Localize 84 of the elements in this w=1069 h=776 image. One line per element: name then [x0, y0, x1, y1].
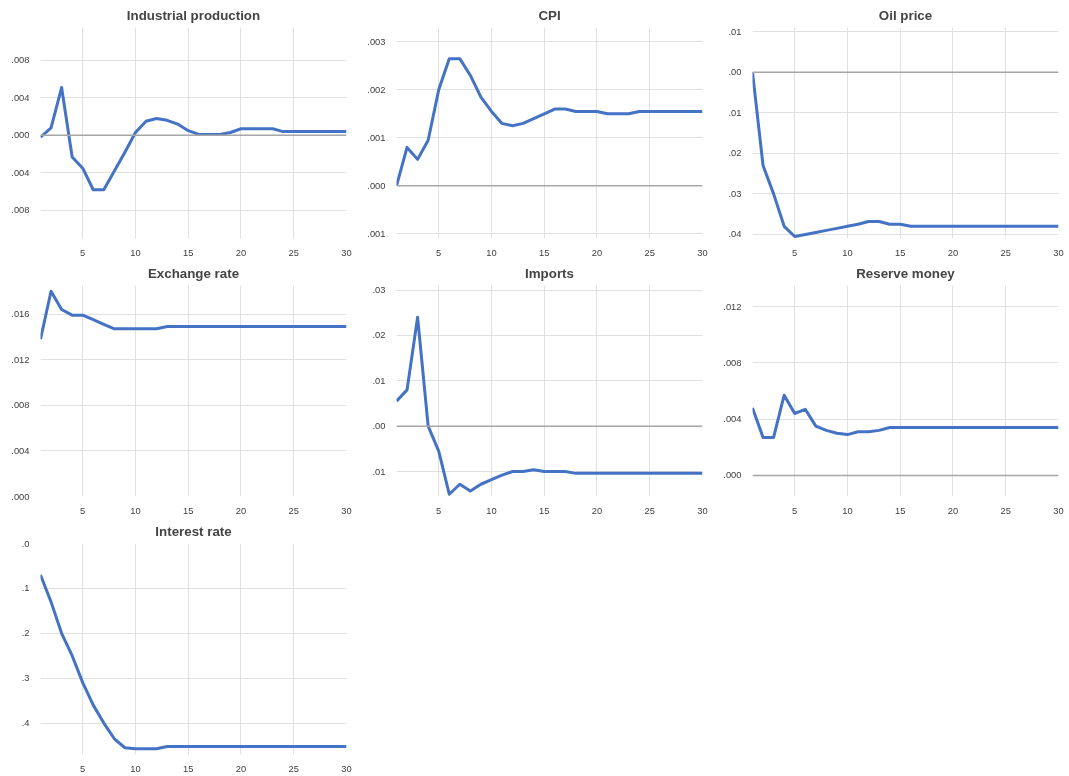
y-tick-label: .3 [21, 673, 30, 684]
x-tick-label: 5 [792, 505, 798, 516]
x-tick-label: 30 [1053, 247, 1064, 258]
x-tick-label: 15 [183, 247, 194, 258]
x-tick-label: 5 [80, 763, 86, 774]
x-tick-label: 10 [842, 247, 853, 258]
x-tick-label: 5 [436, 505, 442, 516]
x-tick-label: 25 [1000, 505, 1011, 516]
y-tick-label: .02 [372, 330, 386, 341]
y-tick-label: .003 [367, 36, 386, 47]
y-tick-label: .02 [728, 148, 742, 159]
x-tick-label: 25 [288, 763, 299, 774]
x-tick-label: 15 [895, 505, 906, 516]
y-tick-label: .04 [728, 229, 742, 240]
y-tick-label: .004 [11, 167, 30, 178]
x-tick-label: 10 [130, 247, 141, 258]
x-tick-label: 25 [644, 247, 655, 258]
x-tick-label: 30 [1053, 505, 1064, 516]
x-tick-label: 20 [235, 505, 247, 516]
y-tick-label: .01 [728, 107, 742, 118]
y-tick-label: .000 [11, 491, 30, 502]
x-tick-label: 20 [947, 505, 959, 516]
y-tick-label: .004 [723, 414, 742, 425]
y-tick-label: .004 [11, 445, 30, 456]
y-tick-label: .01 [372, 466, 386, 477]
y-tick-label: .01 [372, 375, 386, 386]
y-tick-label: .00 [728, 67, 742, 78]
y-tick-label: .001 [367, 132, 386, 143]
x-tick-label: 15 [539, 505, 550, 516]
x-tick-label: 15 [183, 505, 194, 516]
x-tick-label: 25 [644, 505, 655, 516]
y-tick-label: .00 [372, 421, 386, 432]
x-tick-label: 30 [341, 763, 352, 774]
x-tick-label: 10 [486, 247, 497, 258]
x-tick-label: 30 [341, 247, 352, 258]
chart-title: Industrial production [126, 7, 261, 23]
y-tick-label: .001 [367, 228, 386, 239]
x-tick-label: 5 [80, 505, 86, 516]
y-tick-label: .012 [11, 354, 30, 365]
y-tick-label: .01 [728, 26, 742, 37]
x-tick-label: 10 [130, 505, 141, 516]
y-tick-label: .004 [11, 92, 30, 103]
y-tick-label: .0 [21, 538, 30, 549]
y-tick-label: .012 [723, 301, 742, 312]
x-tick-label: 30 [697, 505, 708, 516]
x-tick-label: 30 [697, 247, 708, 258]
y-tick-label: .4 [21, 718, 30, 729]
x-tick-label: 5 [792, 247, 798, 258]
x-tick-label: 15 [539, 247, 550, 258]
x-tick-label: 25 [288, 247, 299, 258]
y-tick-label: .000 [723, 470, 742, 481]
x-tick-label: 20 [947, 247, 959, 258]
y-tick-label: .008 [11, 205, 30, 216]
chart-title: Oil price [878, 7, 933, 23]
chart-title: Reserve money [856, 265, 956, 281]
x-tick-label: 25 [1000, 247, 1011, 258]
x-tick-label: 10 [130, 763, 141, 774]
y-tick-label: .000 [11, 130, 30, 141]
x-tick-label: 20 [591, 247, 603, 258]
y-tick-label: .03 [372, 285, 386, 296]
x-tick-label: 15 [895, 247, 906, 258]
x-tick-label: 30 [341, 505, 352, 516]
x-tick-label: 10 [486, 505, 497, 516]
chart-title: Exchange rate [147, 265, 240, 281]
x-tick-label: 25 [288, 505, 299, 516]
y-tick-label: .2 [21, 628, 30, 639]
x-tick-label: 10 [842, 505, 853, 516]
chart-title: CPI [538, 7, 561, 23]
y-tick-label: .016 [11, 309, 30, 320]
y-tick-label: .008 [11, 55, 30, 66]
y-tick-label: .1 [21, 583, 30, 594]
x-tick-label: 20 [591, 505, 603, 516]
x-tick-label: 5 [436, 247, 442, 258]
x-tick-label: 15 [183, 763, 194, 774]
y-tick-label: .008 [11, 400, 30, 411]
chart-title: Interest rate [155, 523, 232, 539]
y-tick-label: .008 [723, 357, 742, 368]
x-tick-label: 5 [80, 247, 86, 258]
x-tick-label: 20 [235, 763, 247, 774]
y-tick-label: .002 [367, 84, 386, 95]
y-tick-label: .03 [728, 188, 742, 199]
chart-title: Imports [525, 265, 574, 281]
x-tick-label: 20 [235, 247, 247, 258]
y-tick-label: .000 [367, 180, 386, 191]
